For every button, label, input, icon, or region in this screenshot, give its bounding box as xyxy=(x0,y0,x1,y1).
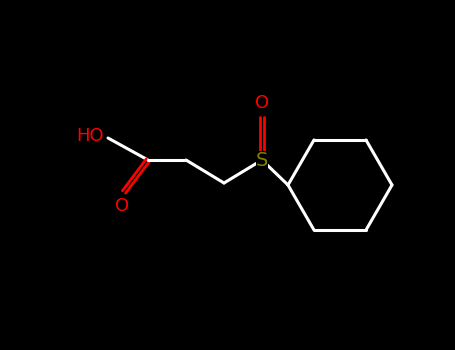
Text: HO: HO xyxy=(76,127,104,145)
Text: O: O xyxy=(255,94,269,112)
Text: S: S xyxy=(256,150,268,169)
Text: O: O xyxy=(115,197,129,215)
